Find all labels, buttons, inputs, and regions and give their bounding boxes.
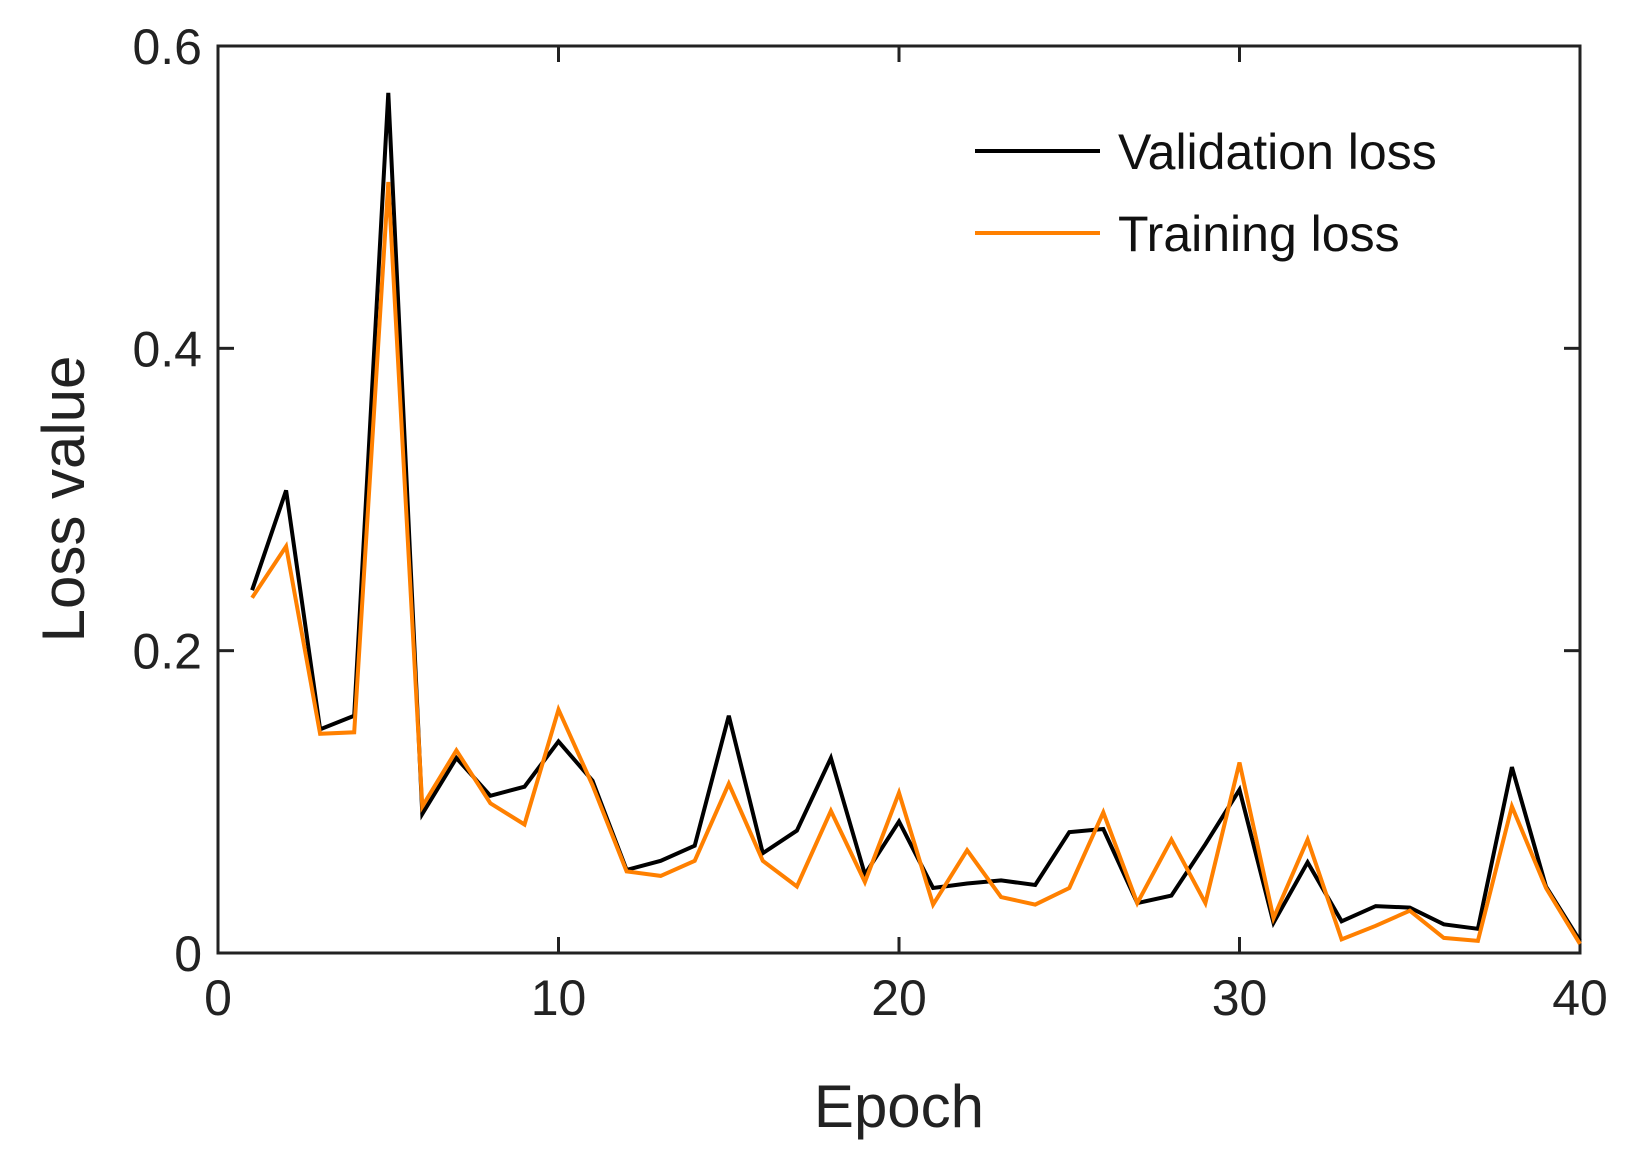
x-tick-label: 40 <box>1552 970 1608 1026</box>
training-loss-line <box>250 181 1582 945</box>
y-axis: 0 0.2 0.4 0.6 <box>132 19 1580 982</box>
y-axis-title: Loss value <box>30 356 97 643</box>
y-tick-label: 0 <box>174 926 202 982</box>
legend-label-validation: Validation loss <box>1118 124 1437 180</box>
plot-area <box>216 44 1582 955</box>
y-tick-label: 0.2 <box>132 624 202 680</box>
y-tick-label: 0.6 <box>132 19 202 75</box>
y-tick-label: 0.4 <box>132 321 202 377</box>
x-axis: 0 10 20 30 40 <box>204 46 1608 1026</box>
x-axis-title: Epoch <box>814 1073 984 1140</box>
legend: Validation loss Training loss <box>975 124 1437 262</box>
x-tick-label: 0 <box>204 970 232 1026</box>
legend-label-training: Training loss <box>1118 206 1400 262</box>
x-tick-label: 30 <box>1212 970 1268 1026</box>
series-layer <box>250 92 1582 945</box>
x-tick-label: 10 <box>531 970 587 1026</box>
x-tick-label: 20 <box>871 970 927 1026</box>
